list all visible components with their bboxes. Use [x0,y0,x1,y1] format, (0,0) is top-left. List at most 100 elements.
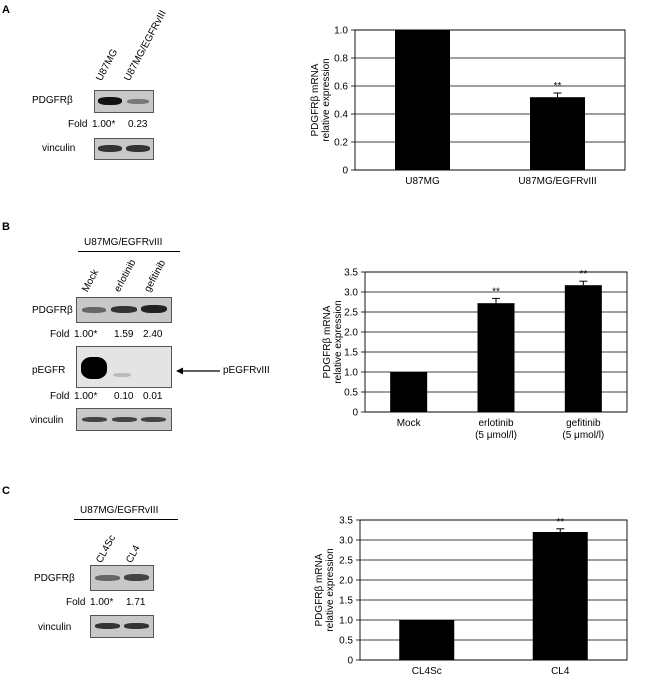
significance-label: ** [556,517,564,528]
blot-b-lane-mock: Mock [80,267,102,294]
band [141,305,167,313]
y-tick-label: 1.5 [344,348,358,359]
blot-c-lane-cl4sc: CL4Sc [94,533,119,565]
band [127,99,149,104]
plot-frame [359,519,628,661]
y-tick-label: 1.0 [344,368,358,379]
plot-frame [354,29,626,171]
x-category-label: CL4 [551,666,570,674]
significance-label: ** [554,81,562,92]
bar [532,532,588,660]
blot-c-row-vinculin-label: vinculin [38,622,72,633]
y-tick-label: 2.5 [344,308,358,319]
panel-a-letter: A [2,4,10,16]
blot-c-fold-1: 1.00* [90,597,114,608]
band [81,357,107,379]
x-category-label: CL4Sc [412,666,442,674]
blot-b-vinculin-image [76,408,172,431]
y-tick-label: 0 [352,408,358,419]
y-tick-label: 3.0 [339,536,353,547]
band [82,307,106,313]
blot-b-arrow-icon [176,367,220,375]
y-axis-label: relative expression [333,300,344,383]
blot-c-pdgfrb-image [90,565,154,591]
y-tick-label: 0.2 [334,138,348,149]
panel-c-letter: C [2,485,10,497]
y-axis-label: PDGFRβ mRNA [314,553,325,626]
blot-b-pdgfrb-fold-1: 1.00* [74,329,98,340]
blot-b-group-label: U87MG/EGFRvIII [84,237,163,248]
blot-a-lane-u87mg-egfrviii: U87MG/EGFRvIII [122,8,169,84]
blot-b-pegfr-fold-2: 0.10 [114,391,134,402]
y-tick-label: 2.0 [344,328,358,339]
band [82,417,107,422]
bar [530,97,585,170]
y-tick-label: 0 [342,166,348,177]
panel-b-letter: B [2,221,10,233]
blot-b-group-line [78,251,180,252]
y-tick-label: 2.0 [339,576,353,587]
bar [399,620,455,660]
bar [395,30,450,170]
chart-a: 0 0.2 0.4 0.6 0.8 1.0 PDGFRβ mRNA relative expr… [310,26,626,187]
band [98,145,122,152]
chart-b: 0 0.5 1.0 1.5 2.0 2.5 3.0 3.5 PDGFRβ mRNA relativ… [322,268,628,441]
y-tick-label: 3.0 [344,288,358,299]
blot-a-fold-1: 1.00* [92,119,116,130]
bar [390,372,428,412]
band [126,145,150,152]
band [124,623,149,629]
band [113,373,131,377]
blot-c-fold-2: 1.71 [126,597,146,608]
y-axis-label: PDGFRβ mRNA [310,63,321,136]
blot-b-pegfr-fold-3: 0.01 [143,391,163,402]
y-tick-label: 0 [347,656,353,667]
y-axis-label: relative expression [325,548,336,631]
x-category-label: erlotinib [478,418,513,429]
blot-b-pdgfrb-fold-3: 2.40 [143,329,163,340]
blot-a-row-pdgfrb-label: PDGFRβ [32,95,73,106]
blot-a-fold-2: 0.23 [128,119,148,130]
x-category-label: (5 μmol/l) [562,430,604,441]
band [111,306,137,313]
y-tick-label: 0.4 [334,110,348,121]
y-axis-label: PDGFRβ mRNA [322,305,333,378]
bar [564,285,602,412]
y-tick-label: 2.5 [339,556,353,567]
blot-b-pdgfrb-image [76,297,172,323]
y-tick-label: 1.0 [334,26,348,37]
blot-c-vinculin-image [90,615,154,638]
blot-b-pdgfrb-fold-label: Fold [50,329,70,340]
band [95,623,120,629]
y-tick-label: 3.5 [339,516,353,527]
bar [477,303,515,412]
blot-a-fold-label: Fold [68,119,88,130]
blot-a-vinculin-image [94,138,154,160]
blot-b-pdgfrb-fold-2: 1.59 [114,329,134,340]
y-tick-label: 0.8 [334,54,348,65]
y-tick-label: 0.5 [339,636,353,647]
blot-a-pdgfrb-image [94,90,154,113]
y-tick-label: 0.5 [344,388,358,399]
x-category-label: (5 μmol/l) [475,430,517,441]
chart-c: 0 0.5 1.0 1.5 2.0 2.5 3.0 3.5 PDGFRβ mRNA relativ… [314,516,628,674]
blot-b-pegfr-fold-1: 1.00* [74,391,98,402]
band [95,575,120,581]
blot-c-fold-label: Fold [66,597,86,608]
blot-c-group-label: U87MG/EGFRvIII [80,505,159,516]
significance-label: ** [579,269,587,280]
blot-c-row-pdgfrb-label: PDGFRβ [34,573,75,584]
blot-b-arrow-label: pEGFRvIII [223,365,270,376]
band [98,97,122,105]
x-category-label: Mock [397,418,422,429]
x-category-label: gefitinib [566,418,601,429]
x-category-label: U87MG/EGFRvIII [518,176,596,187]
x-category-label: U87MG [405,176,440,187]
blot-c-group-line [74,519,178,520]
band [124,574,149,581]
blot-b-lane-erlotinib: erlotinib [112,257,139,294]
y-axis-label: relative expression [321,58,332,141]
blot-a-lane-u87mg: U87MG [94,47,121,83]
blot-b-row-pdgfrb-label: PDGFRβ [32,305,73,316]
y-tick-label: 0.6 [334,82,348,93]
